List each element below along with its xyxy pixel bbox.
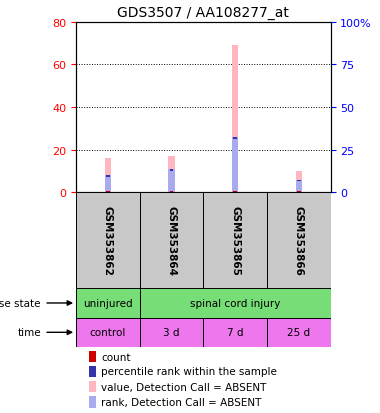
- Bar: [76, 318, 139, 347]
- Title: GDS3507 / AA108277_at: GDS3507 / AA108277_at: [117, 6, 289, 20]
- Bar: [106, 191, 110, 193]
- Bar: [105, 176, 111, 193]
- Bar: [169, 191, 173, 193]
- Bar: [233, 191, 237, 193]
- Text: 3 d: 3 d: [163, 328, 180, 337]
- Text: value, Detection Call = ABSENT: value, Detection Call = ABSENT: [101, 382, 267, 392]
- Bar: [203, 318, 267, 347]
- Bar: [232, 46, 238, 193]
- Text: 7 d: 7 d: [227, 328, 243, 337]
- Text: percentile rank within the sample: percentile rank within the sample: [101, 366, 277, 376]
- Bar: [105, 159, 111, 193]
- Bar: [139, 289, 331, 318]
- Text: GSM353865: GSM353865: [230, 206, 240, 275]
- Bar: [297, 191, 301, 193]
- Bar: [168, 169, 175, 193]
- Bar: [106, 176, 110, 178]
- Bar: [267, 193, 331, 289]
- Bar: [233, 138, 237, 139]
- Bar: [76, 289, 139, 318]
- Bar: [296, 172, 302, 193]
- Bar: [89, 366, 96, 377]
- Bar: [232, 138, 238, 193]
- Bar: [297, 180, 301, 182]
- Bar: [267, 318, 331, 347]
- Text: control: control: [90, 328, 126, 337]
- Bar: [76, 193, 139, 289]
- Text: GSM353862: GSM353862: [103, 206, 113, 275]
- Text: 25 d: 25 d: [287, 328, 310, 337]
- Bar: [296, 180, 302, 193]
- Bar: [89, 396, 96, 408]
- Bar: [203, 193, 267, 289]
- Text: GSM353864: GSM353864: [166, 206, 176, 275]
- Text: GSM353866: GSM353866: [294, 206, 304, 275]
- Bar: [168, 157, 175, 193]
- Bar: [169, 169, 173, 171]
- Text: disease state: disease state: [0, 298, 41, 308]
- Text: spinal cord injury: spinal cord injury: [190, 298, 280, 308]
- Text: uninjured: uninjured: [83, 298, 133, 308]
- Text: rank, Detection Call = ABSENT: rank, Detection Call = ABSENT: [101, 397, 262, 407]
- Bar: [139, 193, 203, 289]
- Bar: [139, 318, 203, 347]
- Bar: [89, 381, 96, 392]
- Bar: [89, 351, 96, 363]
- Text: count: count: [101, 352, 131, 362]
- Text: time: time: [17, 328, 41, 337]
